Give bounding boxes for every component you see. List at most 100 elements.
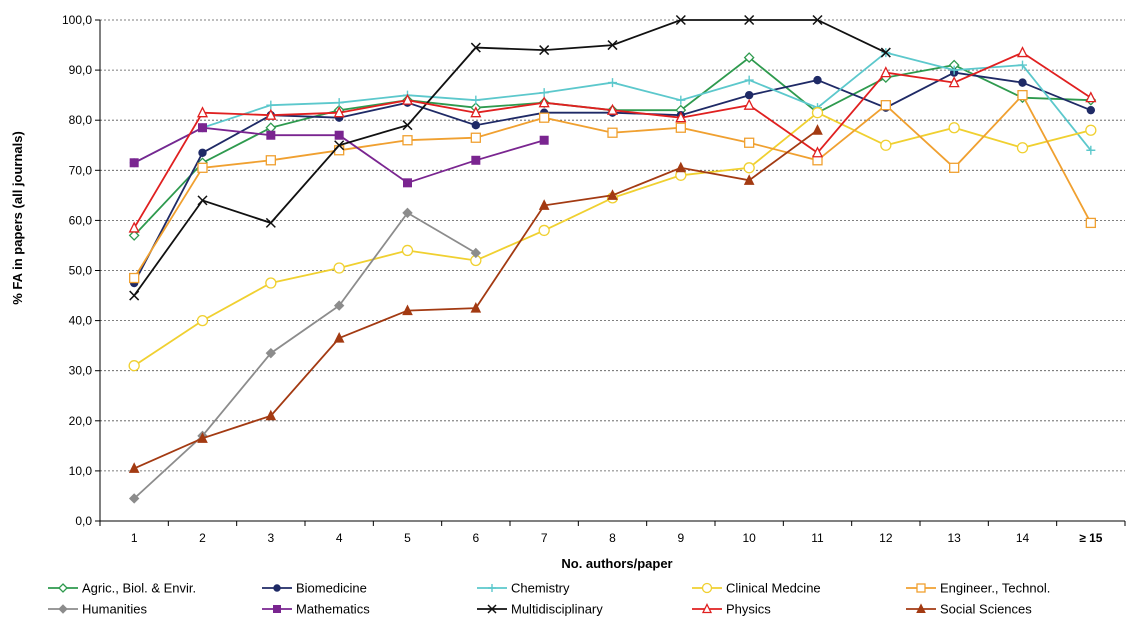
y-tick-label: 100,0 (62, 13, 92, 27)
y-tick-label: 50,0 (69, 264, 93, 278)
data-point (129, 290, 140, 301)
data-point (948, 122, 960, 134)
data-point (743, 52, 755, 63)
series-line (133, 211, 477, 500)
data-point (470, 42, 481, 53)
data-point (1018, 78, 1027, 87)
y-tick-labels: 0,0 10,0 20,0 30,0 40,0 50,0 60,0 70,0 80,0 90,0 1… (62, 13, 92, 528)
legend-marker (58, 604, 68, 614)
data-point (334, 98, 344, 108)
x-tick-label: 4 (336, 531, 343, 545)
data-point (198, 123, 207, 133)
series-humanities (128, 207, 482, 504)
data-point (403, 178, 412, 188)
legend-item: Physics (692, 602, 771, 617)
data-point (813, 75, 822, 85)
data-point (128, 360, 140, 372)
x-tick-label: 12 (879, 531, 893, 545)
data-point (948, 76, 960, 88)
data-point (196, 106, 209, 118)
legend-marker (487, 604, 497, 614)
data-point (1016, 142, 1029, 154)
data-point (539, 112, 550, 123)
data-point (1018, 60, 1027, 70)
x-tick-label: 10 (742, 531, 756, 545)
legend-label: Clinical Medcine (726, 581, 821, 596)
data-point (607, 189, 618, 200)
data-point (265, 409, 277, 421)
data-point (1085, 124, 1097, 136)
x-tick-label: 3 (267, 531, 274, 545)
data-point (743, 174, 755, 185)
data-point (402, 120, 413, 131)
data-point (1016, 46, 1029, 58)
data-point (471, 121, 481, 130)
data-point (538, 199, 550, 210)
y-tick-label: 80,0 (69, 113, 93, 127)
data-point (744, 75, 754, 85)
y-tick-label: 90,0 (69, 63, 93, 77)
x-tick-label: 14 (1016, 531, 1030, 545)
series-social-sciences (128, 124, 823, 473)
data-point (402, 207, 413, 219)
series-physics (128, 46, 1097, 233)
data-point (470, 132, 481, 143)
data-point (470, 301, 482, 313)
x-tick-label: 9 (677, 531, 684, 545)
legend-item: Agric., Biol. & Envir. (48, 581, 196, 596)
data-point (128, 462, 140, 473)
data-point (128, 493, 140, 504)
data-point (333, 262, 345, 274)
data-point (811, 107, 824, 119)
data-point (539, 135, 549, 145)
x-tick-label: 5 (404, 531, 411, 545)
series-mathematics (129, 123, 549, 188)
series-biomedicine (129, 68, 1096, 288)
x-axis-title: No. authors/paper (561, 556, 672, 571)
series-line (133, 129, 819, 470)
data-point (333, 300, 345, 311)
data-point (197, 162, 208, 173)
data-point (743, 162, 755, 174)
x-tick-label: 11 (811, 531, 824, 545)
data-point (401, 93, 414, 105)
data-point (538, 96, 550, 108)
data-point (675, 111, 687, 123)
data-point (401, 244, 414, 257)
data-point (812, 14, 823, 26)
data-point (607, 127, 618, 138)
legend-item: Mathematics (262, 602, 370, 617)
data-point (1085, 91, 1097, 103)
data-point (129, 272, 140, 284)
axes (95, 19, 1126, 526)
data-point (333, 332, 345, 343)
series-multidisciplinary (129, 14, 891, 301)
legend-item: Multidisciplinary (477, 602, 603, 617)
data-point (471, 155, 481, 165)
data-point (1017, 90, 1028, 101)
data-point (880, 66, 892, 78)
series-layer (128, 14, 1097, 504)
x-tick-label: 13 (947, 531, 961, 545)
x-tick-label: 2 (199, 531, 206, 545)
y-axis-title: % FA in papers (all journals) (10, 131, 25, 305)
y-tick-label: 60,0 (69, 213, 93, 227)
legend-label: Mathematics (296, 602, 370, 617)
data-point (1086, 145, 1096, 155)
data-point (265, 347, 277, 359)
x-tick-label: 6 (472, 531, 479, 545)
legend-marker (701, 582, 713, 594)
data-point (198, 148, 207, 157)
data-point (128, 221, 140, 233)
data-point (470, 106, 482, 118)
y-tick-label: 70,0 (69, 163, 93, 177)
data-point (129, 158, 139, 168)
data-point (402, 135, 413, 146)
data-point (949, 162, 960, 173)
legend-label: Physics (726, 602, 771, 617)
data-point (265, 277, 277, 289)
legend: Agric., Biol. & Envir. Biomedicine Chemist… (48, 581, 1050, 617)
data-point (676, 95, 686, 105)
data-point (880, 100, 891, 111)
